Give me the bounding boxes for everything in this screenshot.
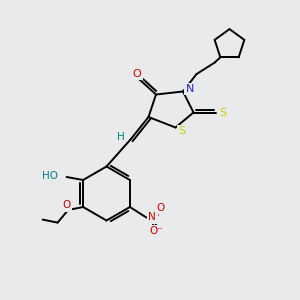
Text: H: H bbox=[117, 132, 125, 142]
Text: N: N bbox=[148, 212, 156, 223]
Text: +: + bbox=[154, 209, 161, 218]
Text: O: O bbox=[133, 69, 142, 79]
Text: O: O bbox=[156, 202, 165, 213]
Text: S: S bbox=[178, 126, 186, 136]
Text: O: O bbox=[62, 200, 71, 211]
Text: N: N bbox=[185, 84, 194, 94]
Text: S: S bbox=[219, 107, 226, 118]
Text: HO: HO bbox=[42, 171, 58, 182]
Text: O⁻: O⁻ bbox=[149, 226, 163, 236]
